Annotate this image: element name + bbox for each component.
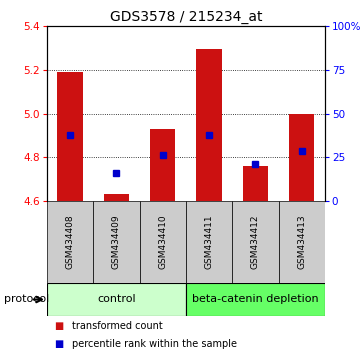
Bar	[140, 201, 186, 283]
Bar	[289, 114, 314, 201]
Text: GSM434413: GSM434413	[297, 215, 306, 269]
Text: GSM434408: GSM434408	[66, 215, 75, 269]
Bar	[93, 201, 140, 283]
Bar	[243, 166, 268, 201]
Text: ■: ■	[54, 339, 64, 349]
Text: GSM434411: GSM434411	[205, 215, 214, 269]
Text: ■: ■	[54, 321, 64, 331]
Bar	[186, 283, 325, 316]
Text: percentile rank within the sample: percentile rank within the sample	[72, 339, 237, 349]
Text: beta-catenin depletion: beta-catenin depletion	[192, 295, 319, 304]
Text: control: control	[97, 295, 136, 304]
Text: GSM434412: GSM434412	[251, 215, 260, 269]
Bar	[104, 194, 129, 201]
Bar	[232, 201, 279, 283]
Bar	[47, 283, 186, 316]
Bar	[279, 201, 325, 283]
Bar	[47, 201, 93, 283]
Bar	[150, 129, 175, 201]
Text: GSM434410: GSM434410	[158, 215, 167, 269]
Bar	[186, 201, 232, 283]
Text: protocol: protocol	[4, 295, 49, 304]
Text: transformed count: transformed count	[72, 321, 163, 331]
Bar	[57, 72, 83, 201]
Bar	[196, 49, 222, 201]
Title: GDS3578 / 215234_at: GDS3578 / 215234_at	[110, 10, 262, 24]
Text: GSM434409: GSM434409	[112, 215, 121, 269]
